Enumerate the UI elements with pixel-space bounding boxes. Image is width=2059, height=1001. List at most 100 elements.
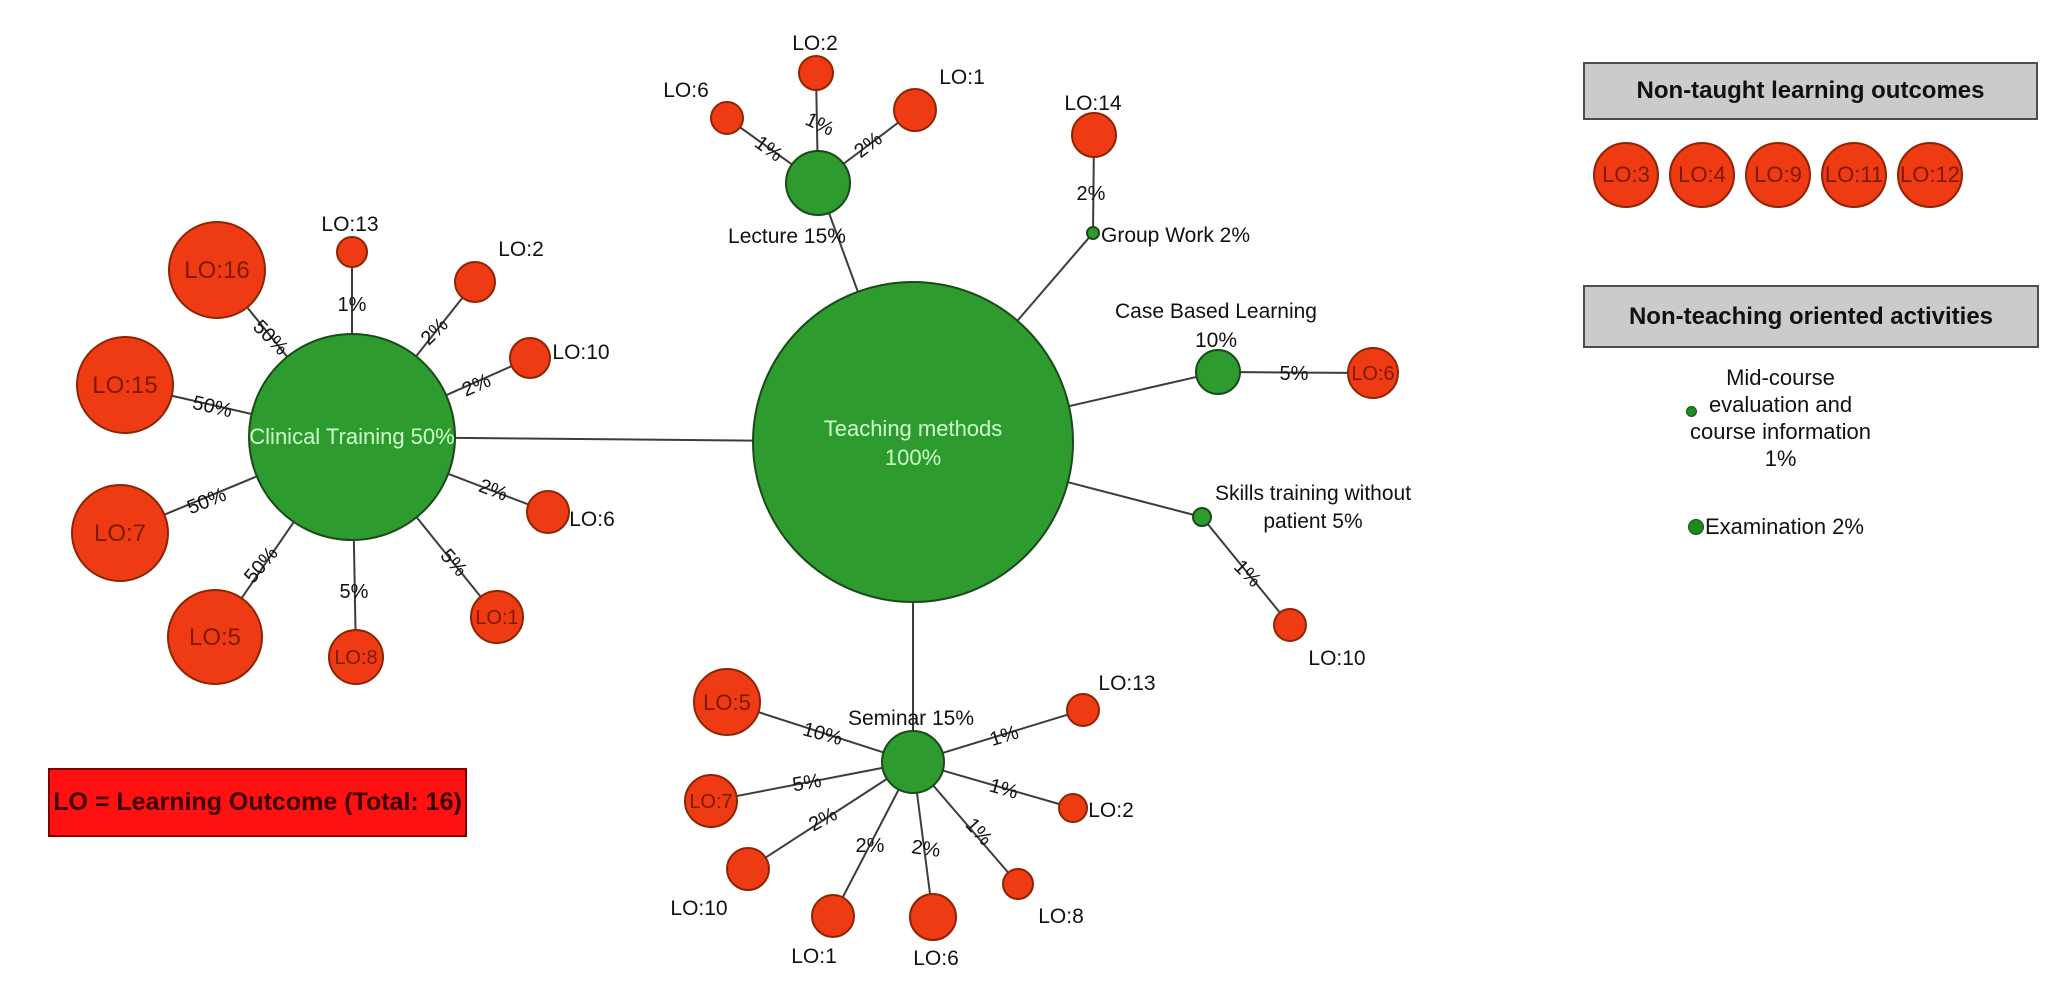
edge-label-seminar--lo8-seminar: 1% — [961, 814, 997, 850]
node-lo14-groupwork — [1071, 112, 1117, 158]
node-label-lo16-clinical: LO:16 — [184, 257, 249, 284]
edge-label-lecture--lo1-lecture: 2% — [850, 128, 886, 163]
node-lo6-cbl — [1347, 347, 1399, 399]
node-label-case-based-learning: Case Based Learning — [1115, 300, 1317, 323]
node-skills-training — [1192, 507, 1212, 527]
legend-outcome-circle: LO:3 — [1593, 142, 1659, 208]
panel-non-taught-title: Non-taught learning outcomes — [1583, 62, 2038, 120]
edge-seminar--lo10-seminar — [765, 778, 888, 859]
node-group-work — [1086, 226, 1100, 240]
edge-case-based-learning--lo6-cbl — [1239, 371, 1349, 374]
node-lo10-clinical — [509, 337, 551, 379]
edge-label-clinical-training--lo1-clinical: 5% — [436, 545, 472, 581]
edge-lecture--lo1-lecture — [842, 121, 899, 165]
node-lo1-clinical — [470, 590, 524, 644]
node-lo8-clinical — [328, 629, 384, 685]
edge-label-clinical-training--lo10-clinical: 2% — [459, 370, 495, 402]
node-seminar — [881, 730, 945, 794]
node-lo15-clinical — [76, 336, 174, 434]
edge-label-seminar--lo5-seminar: 10% — [800, 718, 845, 750]
edge-label-seminar--lo10-seminar: 2% — [805, 803, 841, 836]
node-label-lo6-seminar: LO:6 — [913, 947, 959, 970]
node-label-lo15-clinical: LO:15 — [92, 372, 157, 399]
edge-label-group-work--lo14-groupwork: 2% — [1077, 183, 1106, 205]
edge-seminar--lo13-seminar — [942, 713, 1068, 754]
edge-clinical-training--lo16-clinical — [246, 306, 289, 358]
node-lo2-lecture — [798, 55, 834, 91]
node-lo13-clinical — [336, 236, 368, 268]
node-label-lo7-clinical: LO:7 — [94, 520, 146, 547]
edge-teaching-methods--group-work — [1016, 236, 1090, 322]
edge-seminar--lo8-seminar — [932, 784, 1009, 874]
edge-seminar--lo6-seminar — [915, 792, 932, 895]
edge-label-clinical-training--lo13-clinical: 1% — [338, 294, 367, 316]
node-lo1-lecture — [893, 88, 937, 132]
midcourse-line: Mid-course — [1726, 365, 1835, 390]
edge-clinical-training--lo2-clinical — [415, 297, 464, 357]
edge-label-skills-training--lo10-skills: 1% — [1229, 556, 1265, 592]
node-label-group-work: Group Work 2% — [1101, 224, 1250, 247]
node-lo7-seminar — [684, 774, 738, 828]
node-lo10-skills — [1273, 608, 1307, 642]
edge-clinical-training--lo6-clinical — [447, 472, 529, 506]
node-label-lo8-seminar: LO:8 — [1038, 905, 1084, 928]
edge-lecture--lo2-lecture — [815, 89, 819, 152]
legend-outcome-circle: LO:12 — [1897, 142, 1963, 208]
node-label-teaching-methods: 100% — [885, 445, 941, 470]
legend-outcome-circle: LO:4 — [1669, 142, 1735, 208]
midcourse-line: course information — [1690, 419, 1871, 444]
edge-label-clinical-training--lo8-clinical: 5% — [340, 581, 369, 603]
node-case-based-learning — [1195, 349, 1241, 395]
node-label-lo1-seminar: LO:1 — [791, 945, 837, 968]
edge-seminar--lo2-seminar — [942, 769, 1060, 806]
edge-label-seminar--lo1-seminar: 2% — [856, 835, 885, 857]
edge-label-clinical-training--lo5-clinical: 50% — [240, 543, 283, 588]
node-lo16-clinical — [168, 221, 266, 319]
lo-definition-note: LO = Learning Outcome (Total: 16) — [48, 768, 467, 837]
midcourse-dot-icon — [1686, 406, 1697, 417]
edge-clinical-training--lo5-clinical — [240, 521, 295, 599]
node-label-case-based-learning: 10% — [1195, 329, 1237, 352]
edge-label-clinical-training--lo6-clinical: 2% — [476, 475, 511, 506]
lo-definition-note-text: LO = Learning Outcome (Total: 16) — [53, 788, 462, 816]
node-lo2-clinical — [454, 261, 496, 303]
edge-seminar--lo5-seminar — [758, 711, 884, 754]
node-lo6-clinical — [526, 490, 570, 534]
midcourse-line: evaluation and — [1708, 392, 1853, 417]
edge-teaching-methods--clinical-training — [454, 436, 754, 442]
edge-teaching-methods--lecture — [828, 212, 859, 293]
node-lo1-seminar — [811, 894, 855, 938]
node-label-lo6-cbl: LO:6 — [1351, 363, 1394, 385]
node-label-lo14-groupwork: LO:14 — [1064, 92, 1122, 115]
node-label-lecture: Lecture 15% — [728, 225, 846, 248]
edge-lecture--lo6-lecture — [739, 126, 793, 166]
node-label-lo5-seminar: LO:5 — [703, 690, 751, 715]
examination-item: Examination 2% — [1688, 514, 1864, 540]
node-label-lo6-lecture: LO:6 — [663, 79, 709, 102]
node-clinical-training — [248, 333, 456, 541]
edge-seminar--lo7-seminar — [736, 766, 883, 798]
node-label-lo8-clinical: LO:8 — [334, 647, 377, 669]
node-label-clinical-training: Clinical Training 50% — [249, 424, 454, 449]
node-lecture — [785, 150, 851, 216]
node-lo5-clinical — [167, 589, 263, 685]
node-label-skills-training: patient 5% — [1263, 510, 1362, 533]
examination-label: Examination 2% — [1705, 514, 1864, 539]
panel-non-teaching-title: Non-teaching oriented activities — [1583, 285, 2039, 348]
node-lo2-seminar — [1058, 793, 1088, 823]
edge-label-seminar--lo13-seminar: 1% — [987, 721, 1021, 751]
node-label-lo2-lecture: LO:2 — [792, 32, 838, 55]
edge-clinical-training--lo10-clinical — [445, 365, 513, 397]
node-lo6-lecture — [710, 101, 744, 135]
node-label-teaching-methods: Teaching methods — [824, 416, 1003, 441]
node-lo5-seminar — [693, 668, 761, 736]
edge-teaching-methods--skills-training — [1067, 481, 1194, 516]
edge-label-case-based-learning--lo6-cbl: 5% — [1280, 363, 1309, 385]
edge-clinical-training--lo1-clinical — [415, 516, 482, 598]
node-label-lo10-skills: LO:10 — [1308, 647, 1365, 670]
examination-dot-icon — [1688, 519, 1704, 535]
edge-clinical-training--lo15-clinical — [171, 394, 252, 415]
node-label-lo13-seminar: LO:13 — [1098, 672, 1155, 695]
